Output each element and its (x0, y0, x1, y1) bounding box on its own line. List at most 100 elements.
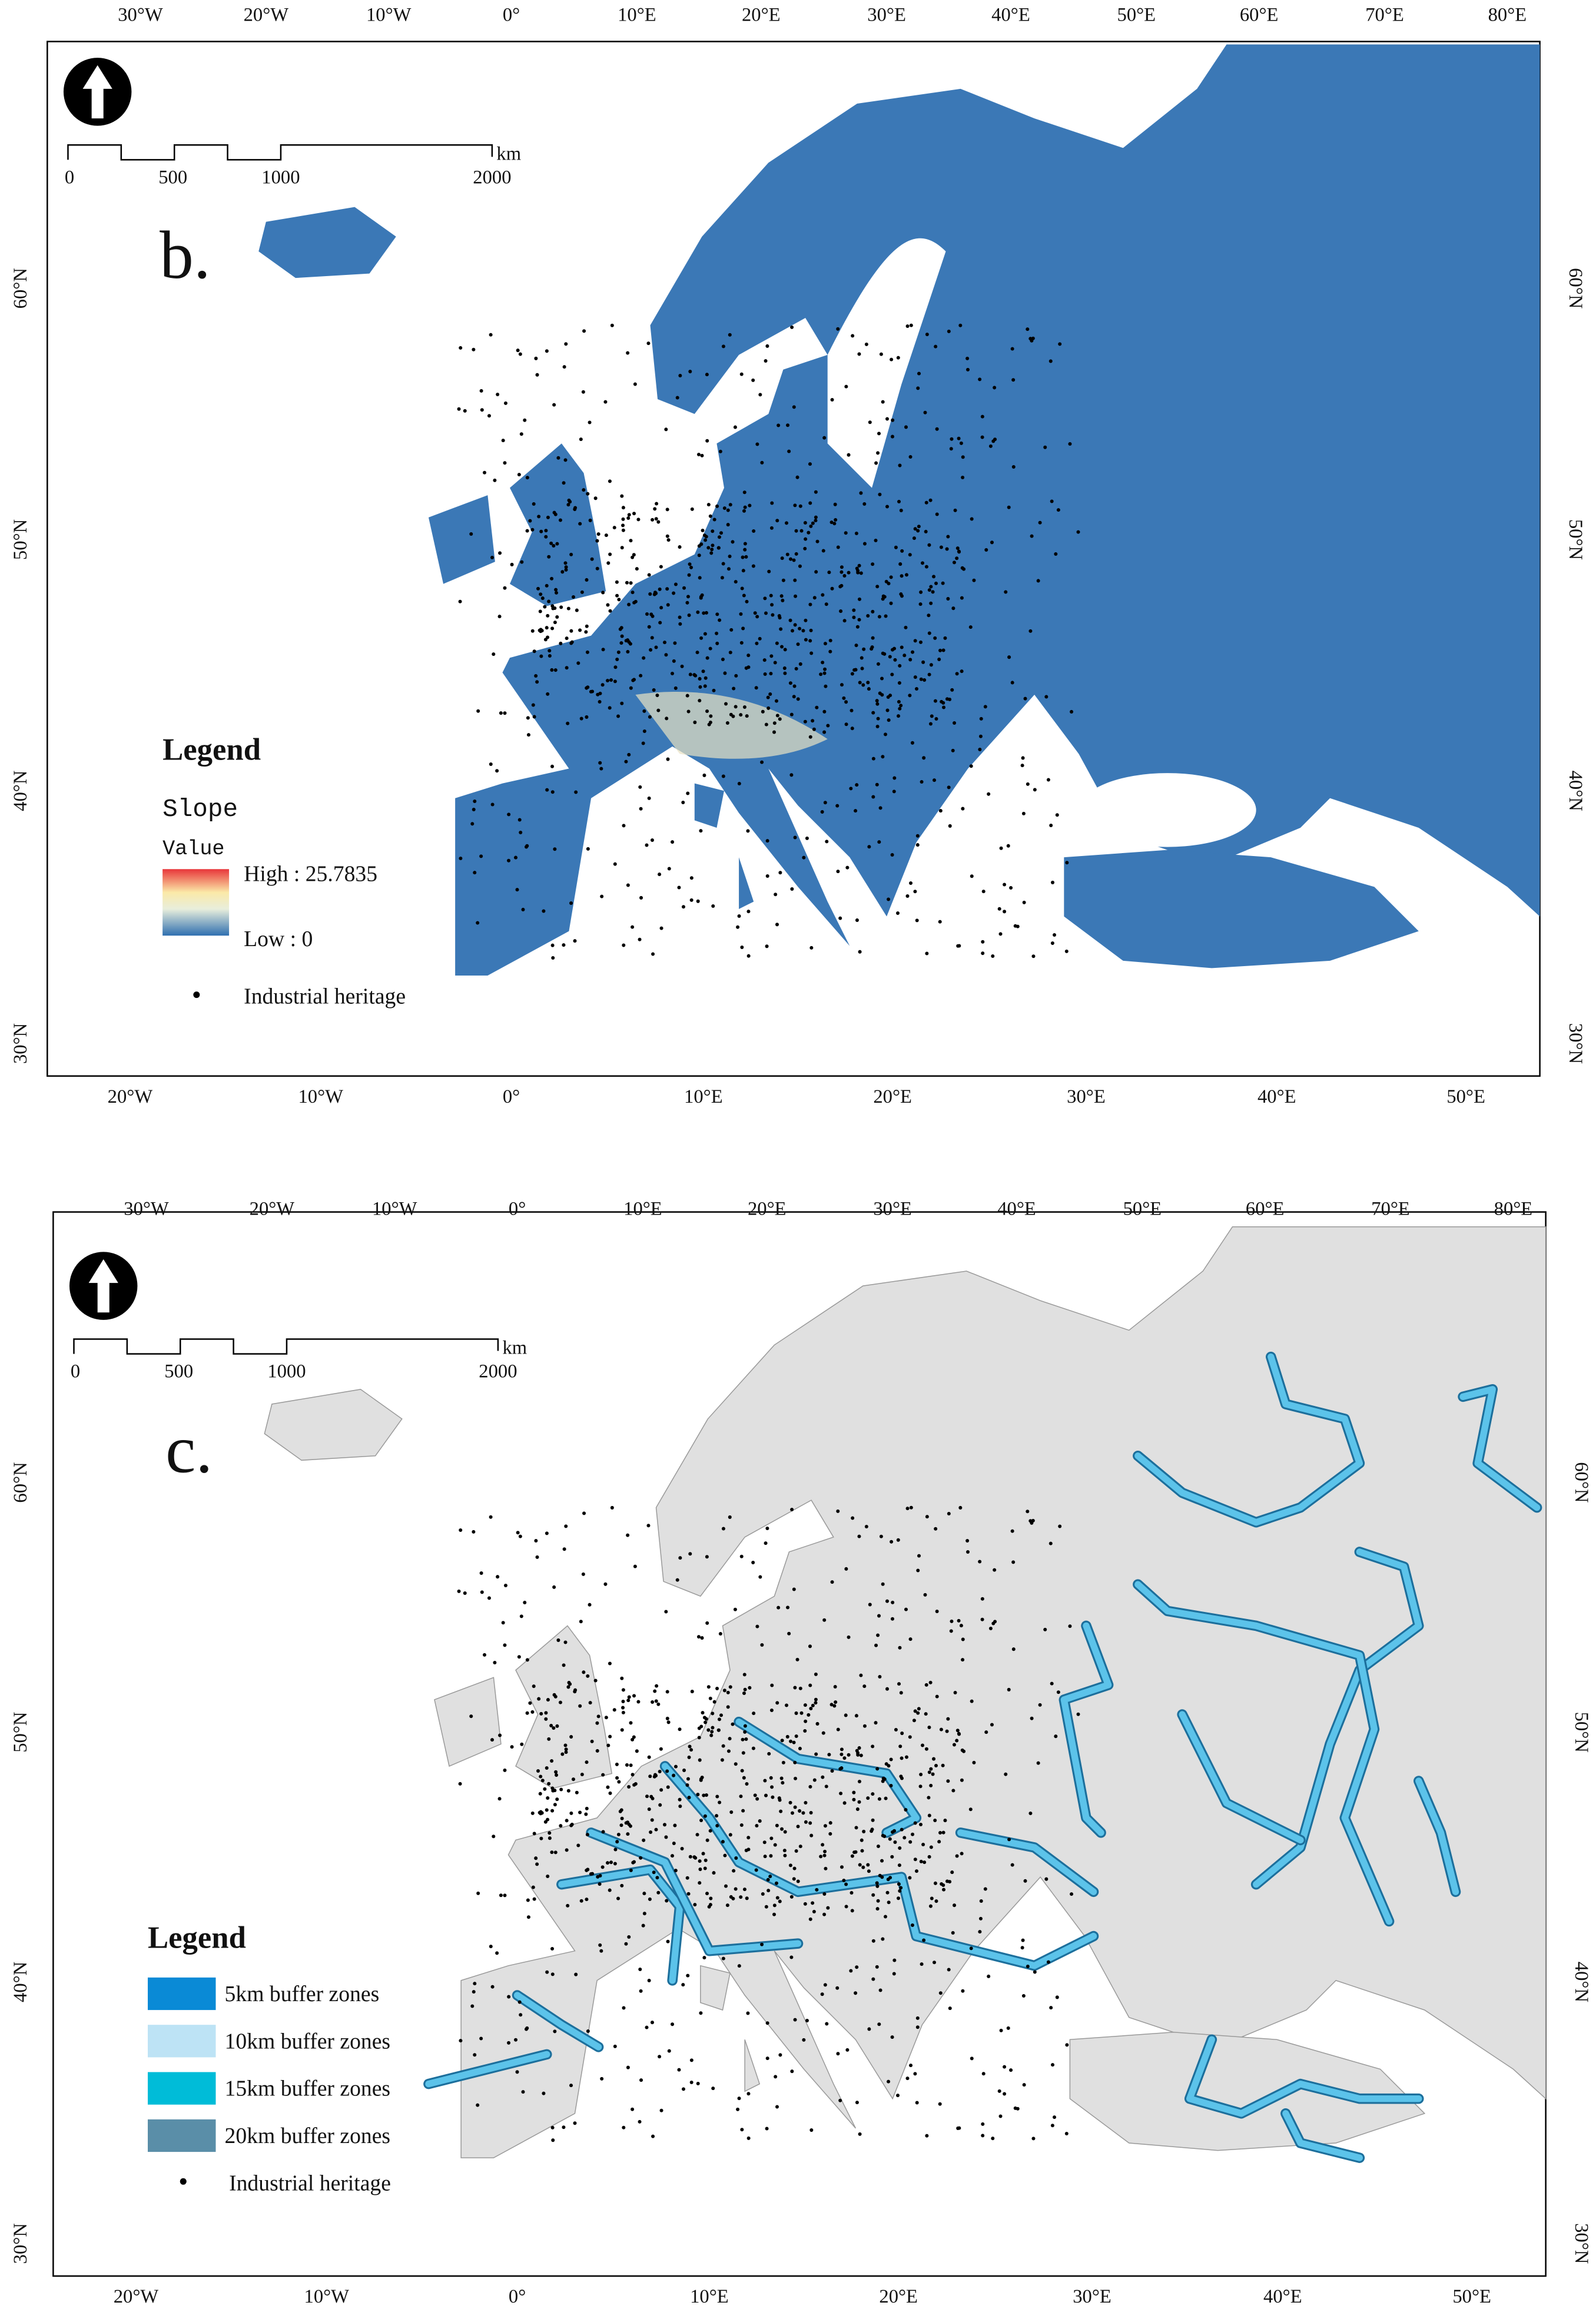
heritage-point (980, 1617, 984, 1621)
heritage-point (904, 573, 908, 577)
heritage-point (631, 2107, 635, 2111)
heritage-point (739, 1554, 744, 1558)
heritage-point (929, 663, 933, 667)
heritage-point (655, 502, 659, 506)
heritage-point (723, 671, 727, 675)
heritage-point (929, 1783, 933, 1787)
heritage-point (490, 1738, 495, 1742)
heritage-point (820, 1992, 824, 1996)
heritage-point (850, 1909, 854, 1913)
heritage-point (579, 437, 583, 442)
heritage-point (590, 557, 594, 561)
heritage-point (554, 1770, 558, 1774)
heritage-point (682, 586, 686, 590)
heritage-point (877, 1614, 881, 1618)
heritage-point (459, 856, 463, 861)
heritage-point (953, 721, 957, 725)
heritage-point (764, 1793, 768, 1797)
heritage-point (715, 1794, 719, 1799)
heritage-point (720, 576, 724, 580)
heritage-point (871, 1893, 875, 1897)
heritage-point (503, 1893, 507, 1898)
heritage-point (788, 1863, 792, 1867)
scale-label: 2000 (473, 167, 511, 188)
heritage-point (736, 925, 740, 929)
heritage-point (981, 2134, 985, 2138)
heritage-point (798, 626, 802, 631)
longitude-label: 10°W (366, 4, 412, 25)
heritage-point (654, 645, 658, 649)
heritage-point (775, 714, 779, 718)
heritage-point (938, 2102, 942, 2106)
heritage-point (586, 847, 590, 851)
heritage-point (798, 504, 802, 508)
heritage-point (947, 1512, 951, 1516)
heritage-point (851, 334, 855, 338)
heritage-point (702, 1956, 706, 1960)
heritage-point (885, 1599, 890, 1603)
heritage-point (734, 705, 738, 709)
heritage-point (924, 1712, 928, 1716)
longitude-label: 70°E (1371, 1199, 1410, 1220)
heritage-point (879, 1534, 883, 1538)
longitude-label: 80°E (1494, 1199, 1533, 1220)
heritage-point (805, 2019, 809, 2023)
heritage-point (862, 1684, 867, 1689)
heritage-point (867, 845, 871, 849)
heritage-point (517, 818, 522, 822)
heritage-point (606, 603, 610, 607)
heritage-point (842, 573, 847, 578)
heritage-point (647, 796, 651, 800)
heritage-point (804, 1719, 808, 1723)
heritage-point (673, 1764, 678, 1769)
heritage-point (743, 548, 747, 552)
heritage-point (840, 683, 844, 687)
heritage-point (741, 555, 745, 559)
heritage-point (647, 573, 651, 577)
heritage-point (938, 809, 943, 813)
heritage-point (1050, 499, 1054, 503)
heritage-point (868, 420, 872, 424)
heritage-point (550, 790, 555, 794)
heritage-point (886, 1877, 890, 1882)
heritage-point (615, 658, 619, 662)
heritage-point (615, 1776, 619, 1780)
heritage-point (808, 1917, 812, 1921)
heritage-point (737, 914, 741, 918)
heritage-point (937, 1840, 941, 1844)
heritage-point (641, 1923, 645, 1928)
panel-label: b. (160, 217, 211, 293)
heritage-point (685, 1876, 689, 1880)
heritage-point (984, 548, 988, 552)
heritage-point (548, 1836, 552, 1840)
heritage-point (706, 1728, 711, 1732)
scale-label: 1000 (261, 167, 300, 188)
heritage-point (860, 1849, 864, 1853)
heritage-point (606, 1785, 610, 1789)
heritage-point (824, 602, 828, 606)
heritage-point (566, 721, 570, 725)
heritage-point (741, 569, 745, 573)
heritage-point (1028, 1812, 1033, 1816)
heritage-point (765, 1526, 769, 1530)
longitude-label: 50°E (1117, 4, 1156, 25)
longitude-label: 10°E (684, 1086, 723, 1107)
heritage-point (575, 1790, 579, 1794)
heritage-point (617, 598, 621, 602)
heritage-point (917, 1707, 921, 1711)
buffer-zone (1282, 2110, 1363, 2161)
heritage-point (585, 715, 589, 719)
heritage-point (943, 1819, 947, 1823)
heritage-point (620, 494, 624, 498)
heritage-point (915, 2025, 920, 2029)
heritage-point (615, 593, 619, 598)
heritage-point (516, 349, 520, 353)
heritage-point (711, 543, 715, 548)
heritage-point (897, 499, 901, 503)
heritage-points (457, 323, 1080, 960)
heritage-point (701, 528, 705, 533)
heritage-point (777, 423, 781, 427)
heritage-point (904, 625, 908, 629)
heritage-point (765, 2127, 769, 2131)
heritage-point (933, 1818, 937, 1823)
